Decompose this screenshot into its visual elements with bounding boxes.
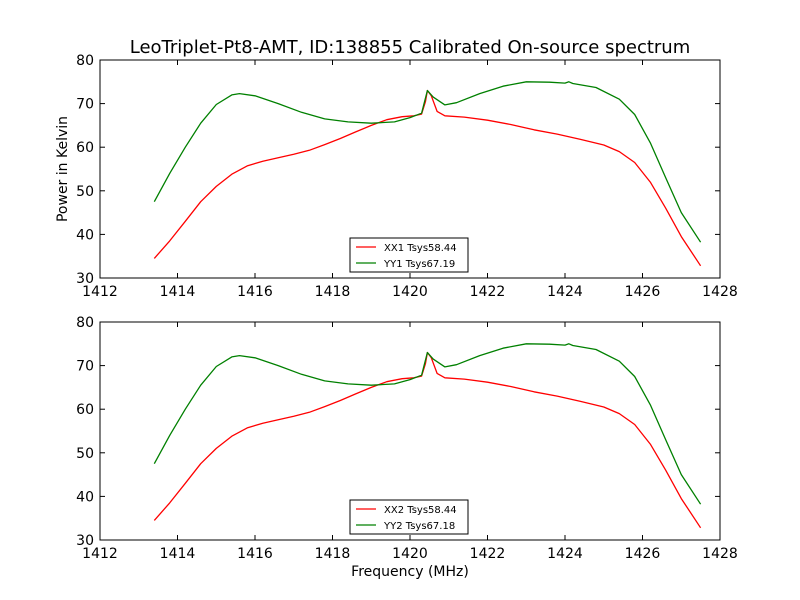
y-axis-label: Power in Kelvin (55, 116, 71, 222)
x-tick-label: 1414 (160, 284, 196, 300)
x-tick-label: 1414 (160, 546, 196, 562)
figure-title: LeoTriplet-Pt8-AMT, ID:138855 Calibrated… (130, 37, 691, 58)
x-tick-label: 1422 (470, 546, 506, 562)
x-tick-label: 1420 (392, 546, 428, 562)
y-tick-label: 50 (76, 446, 94, 462)
y-tick-label: 70 (76, 359, 94, 375)
x-tick-label: 1428 (702, 546, 738, 562)
y-tick-label: 60 (76, 402, 94, 418)
x-axis-label: Frequency (MHz) (351, 564, 469, 580)
y-tick-label: 40 (76, 227, 94, 243)
x-tick-label: 1418 (315, 546, 351, 562)
legend-entry-label: YY1 Tsys67.19 (383, 259, 455, 270)
x-tick-label: 1426 (625, 284, 661, 300)
legend-entry-label: XX2 Tsys58.44 (384, 505, 457, 516)
x-tick-label: 1416 (237, 546, 273, 562)
y-tick-label: 70 (76, 97, 94, 113)
x-tick-label: 1416 (237, 284, 273, 300)
x-tick-label: 1424 (547, 284, 583, 300)
x-tick-label: 1418 (315, 284, 351, 300)
series-line-xx (153, 89, 702, 267)
x-tick-label: 1420 (392, 284, 428, 300)
y-tick-label: 60 (76, 140, 94, 156)
x-tick-label: 1428 (702, 284, 738, 300)
y-tick-label: 50 (76, 184, 94, 200)
legend-box (349, 237, 469, 273)
series-line-yy (153, 81, 702, 243)
bottom-panel: 1412 1414 1416 1418 1420 1422 1424 1426 1428 30 40… (76, 315, 738, 580)
y-tick-label: 30 (76, 271, 94, 287)
x-tick-label: 1426 (625, 546, 661, 562)
x-tick-label: 1424 (547, 546, 583, 562)
y-tick-label: 80 (76, 315, 94, 331)
top-panel: 1412 1414 1416 1418 1420 1422 1424 1426 1428 30 40… (55, 53, 738, 300)
legend-box (349, 499, 469, 535)
series-line-xx (153, 351, 702, 529)
y-tick-label: 30 (76, 533, 94, 549)
x-tick-label: 1412 (82, 546, 118, 562)
y-tick-label: 40 (76, 489, 94, 505)
x-tick-label: 1422 (470, 284, 506, 300)
legend-entry-label: YY2 Tsys67.18 (383, 521, 455, 532)
series-line-yy (153, 343, 702, 505)
legend-entry-label: XX1 Tsys58.44 (384, 243, 457, 254)
x-tick-label: 1412 (82, 284, 118, 300)
y-tick-label: 80 (76, 53, 94, 69)
